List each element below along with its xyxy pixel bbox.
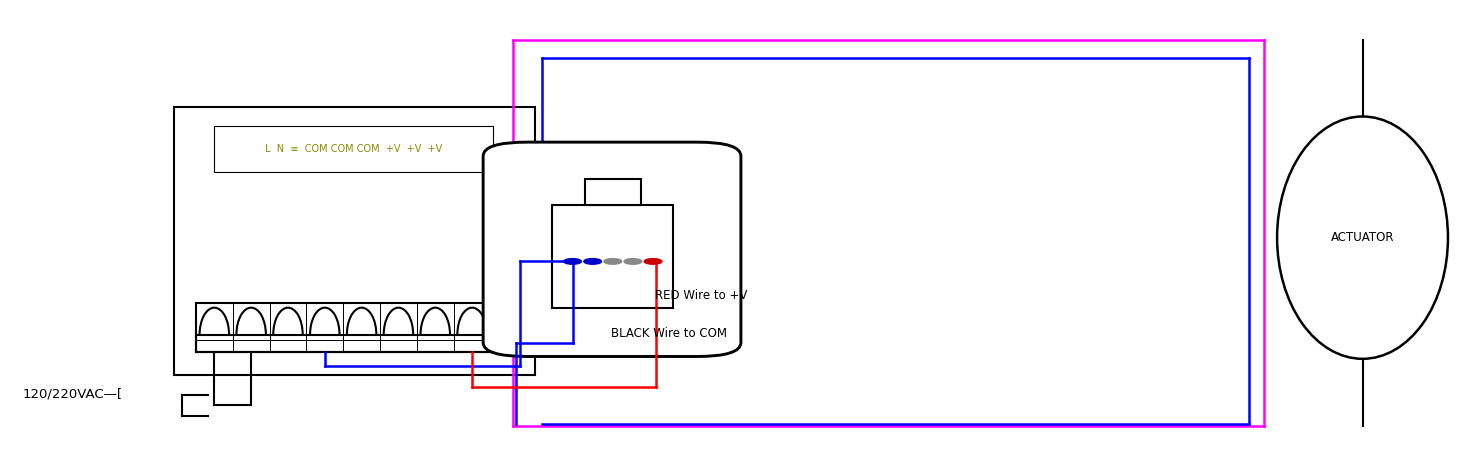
Text: 120/220VAC—[: 120/220VAC—[ (22, 387, 122, 400)
Bar (174, 107, 535, 375)
Text: RED Wire to +V: RED Wire to +V (655, 289, 748, 302)
Bar (196, 335, 527, 352)
Bar (214, 126, 493, 172)
Bar (585, 179, 641, 205)
Circle shape (564, 259, 582, 264)
Ellipse shape (1277, 116, 1448, 359)
Circle shape (625, 259, 642, 264)
Text: ACTUATOR: ACTUATOR (1330, 231, 1395, 244)
Circle shape (604, 259, 622, 264)
FancyBboxPatch shape (483, 142, 741, 356)
Text: BLACK Wire to COM: BLACK Wire to COM (611, 327, 728, 340)
Circle shape (583, 259, 601, 264)
Bar (196, 303, 527, 352)
Bar (552, 205, 673, 308)
Circle shape (644, 259, 661, 264)
Text: L  N  ≡  COM COM COM  +V  +V  +V: L N ≡ COM COM COM +V +V +V (265, 144, 442, 154)
